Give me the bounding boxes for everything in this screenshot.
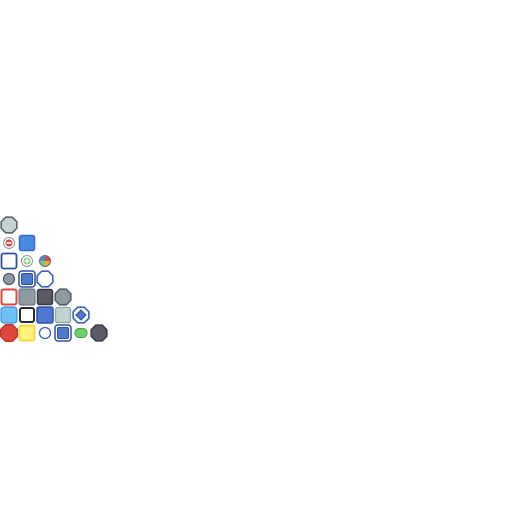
board-piece-blue-square[interactable] (36, 306, 54, 324)
board-piece-blue-square-framed[interactable] (18, 270, 36, 288)
square-tile-icon (18, 288, 36, 306)
board-piece-red-outline-square[interactable] (0, 288, 18, 306)
minus-circle-icon (3, 237, 15, 249)
board-piece-charcoal-square[interactable] (36, 288, 54, 306)
board-piece-slate-ball[interactable] (2, 272, 16, 286)
board-piece-yellow-square[interactable] (18, 324, 36, 342)
octagon-outline-icon (36, 270, 54, 288)
octagon-tile-icon (0, 216, 18, 234)
board-piece-slate-octagon[interactable] (54, 288, 72, 306)
board-piece-red-octagon[interactable] (0, 323, 19, 343)
octagon-tile-icon (90, 324, 108, 342)
board-piece-bright-blue-square[interactable] (18, 234, 36, 252)
square-tile-icon (36, 288, 54, 306)
square-tile-icon (36, 306, 54, 324)
square-outline-icon (0, 288, 18, 306)
board-piece-sky-square[interactable] (0, 306, 18, 324)
square-outline-icon (19, 307, 35, 323)
board-piece-rainbow-ball[interactable] (39, 255, 51, 267)
gem-icon (72, 306, 90, 324)
board-piece-white-ball[interactable] (38, 326, 52, 340)
board-piece-blue-gem-octagon[interactable] (72, 306, 90, 324)
ball-icon (2, 272, 16, 286)
framed-square-icon (18, 270, 36, 288)
board-piece-green-pill[interactable] (74, 328, 88, 338)
board-piece-slate-square[interactable] (18, 288, 36, 306)
board-piece-minus-badge[interactable] (3, 237, 15, 249)
board-piece-white-octagon[interactable] (36, 270, 54, 288)
square-tile-icon (18, 234, 36, 252)
board-piece-white-square[interactable] (0, 252, 18, 270)
plus-circle-icon (21, 255, 33, 267)
board-piece-plus-badge[interactable] (21, 255, 33, 267)
pill-icon (74, 328, 88, 338)
square-tile-icon (54, 306, 72, 324)
color-wheel-icon (39, 255, 51, 267)
octagon-tile-icon (54, 288, 72, 306)
board-piece-sage-octagon[interactable] (0, 216, 18, 234)
octagon-tile-icon (0, 323, 19, 343)
circle-outline-icon (38, 326, 52, 340)
board-piece-charcoal-octagon[interactable] (90, 324, 108, 342)
board-piece-white-square-dark[interactable] (19, 307, 35, 323)
square-tile-icon (18, 324, 36, 342)
square-tile-icon (0, 306, 18, 324)
board-piece-blue-square-framed[interactable] (54, 324, 72, 342)
square-outline-icon (0, 252, 18, 270)
board-piece-sage-square[interactable] (54, 306, 72, 324)
framed-square-icon (54, 324, 72, 342)
